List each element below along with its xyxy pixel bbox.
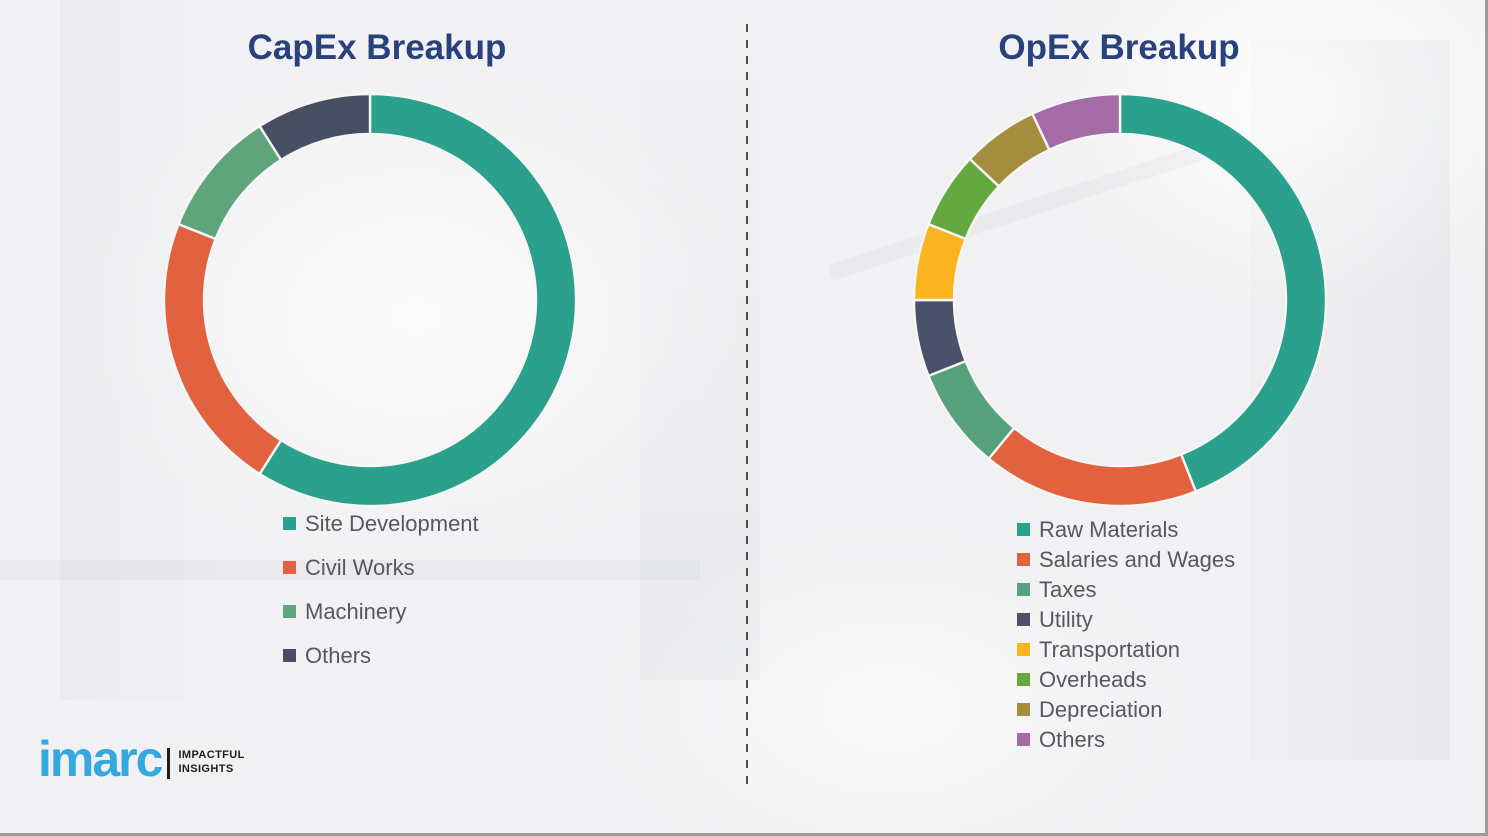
legend-color-swatch (283, 517, 296, 530)
donut-segment-raw-materials (1118, 92, 1328, 494)
logo-separator-bar (167, 747, 171, 779)
capex-donut-chart (162, 92, 578, 508)
opex-chart-title: OpEx Breakup (998, 28, 1240, 67)
imarc-logo-tagline: IMPACTFUL INSIGHTS (178, 749, 244, 777)
legend-label: Others (1039, 726, 1106, 752)
legend-item-others: Others (1017, 726, 1235, 752)
tagline-line-2: INSIGHTS (178, 763, 234, 775)
legend-item-utility: Utility (1017, 606, 1235, 632)
legend-color-swatch (1017, 613, 1030, 626)
legend-item-salaries-and-wages: Salaries and Wages (1017, 546, 1236, 572)
opex-donut-chart (912, 92, 1328, 508)
capex-chart-title: CapEx Breakup (247, 28, 507, 67)
legend-color-swatch (1017, 583, 1030, 596)
legend-item-machinery: Machinery (283, 598, 479, 624)
imarc-logo: imarc IMPACTFUL INSIGHTS (38, 734, 245, 784)
legend-label: Salaries and Wages (1039, 546, 1236, 572)
legend-label: Machinery (305, 598, 407, 624)
tagline-line-1: IMPACTFUL (178, 749, 245, 762)
donut-segment-salaries-and-wages (986, 426, 1198, 508)
legend-item-civil-works: Civil Works (283, 554, 479, 580)
legend-color-swatch (1017, 553, 1030, 566)
background-watermark (640, 60, 760, 680)
legend-item-overheads: Overheads (1017, 666, 1235, 692)
donut-segment-others (1030, 92, 1122, 152)
opex-legend: Raw Materials Salaries and Wages Taxes Util… (1017, 516, 1236, 758)
legend-label: Taxes (1039, 576, 1097, 602)
donut-segment-machinery (176, 124, 283, 241)
legend-label: Others (305, 642, 372, 668)
legend-label: Overheads (1039, 666, 1147, 692)
donut-segment-utility (912, 298, 968, 378)
legend-color-swatch (1017, 673, 1030, 686)
legend-label: Utility (1039, 606, 1093, 632)
donut-segment-civil-works (162, 222, 283, 476)
donut-segment-taxes (926, 359, 1016, 461)
legend-item-site-development: Site Development (283, 510, 479, 536)
legend-item-raw-materials: Raw Materials (1017, 516, 1235, 542)
legend-label: Transportation (1039, 636, 1181, 662)
imarc-logo-wordmark: imarc (38, 731, 163, 787)
legend-color-swatch (1017, 643, 1030, 656)
legend-label: Site Development (305, 510, 479, 536)
donut-segment-others (257, 92, 372, 162)
legend-color-swatch (283, 605, 296, 618)
legend-label: Depreciation (1039, 696, 1163, 722)
legend-item-taxes: Taxes (1017, 576, 1235, 602)
legend-label: Civil Works (305, 554, 415, 580)
legend-label: Raw Materials (1039, 516, 1179, 542)
section-divider-dashed-line (746, 24, 748, 790)
legend-color-swatch (1017, 733, 1030, 746)
legend-color-swatch (1017, 523, 1030, 536)
legend-item-depreciation: Depreciation (1017, 696, 1235, 722)
legend-item-others: Others (283, 642, 479, 668)
legend-item-transportation: Transportation (1017, 636, 1235, 662)
donut-segment-site-development (257, 92, 578, 508)
legend-color-swatch (283, 561, 296, 574)
legend-color-swatch (1017, 703, 1030, 716)
legend-color-swatch (283, 649, 296, 662)
capex-legend: Site Development Civil Works Machinery Othe… (283, 510, 479, 688)
